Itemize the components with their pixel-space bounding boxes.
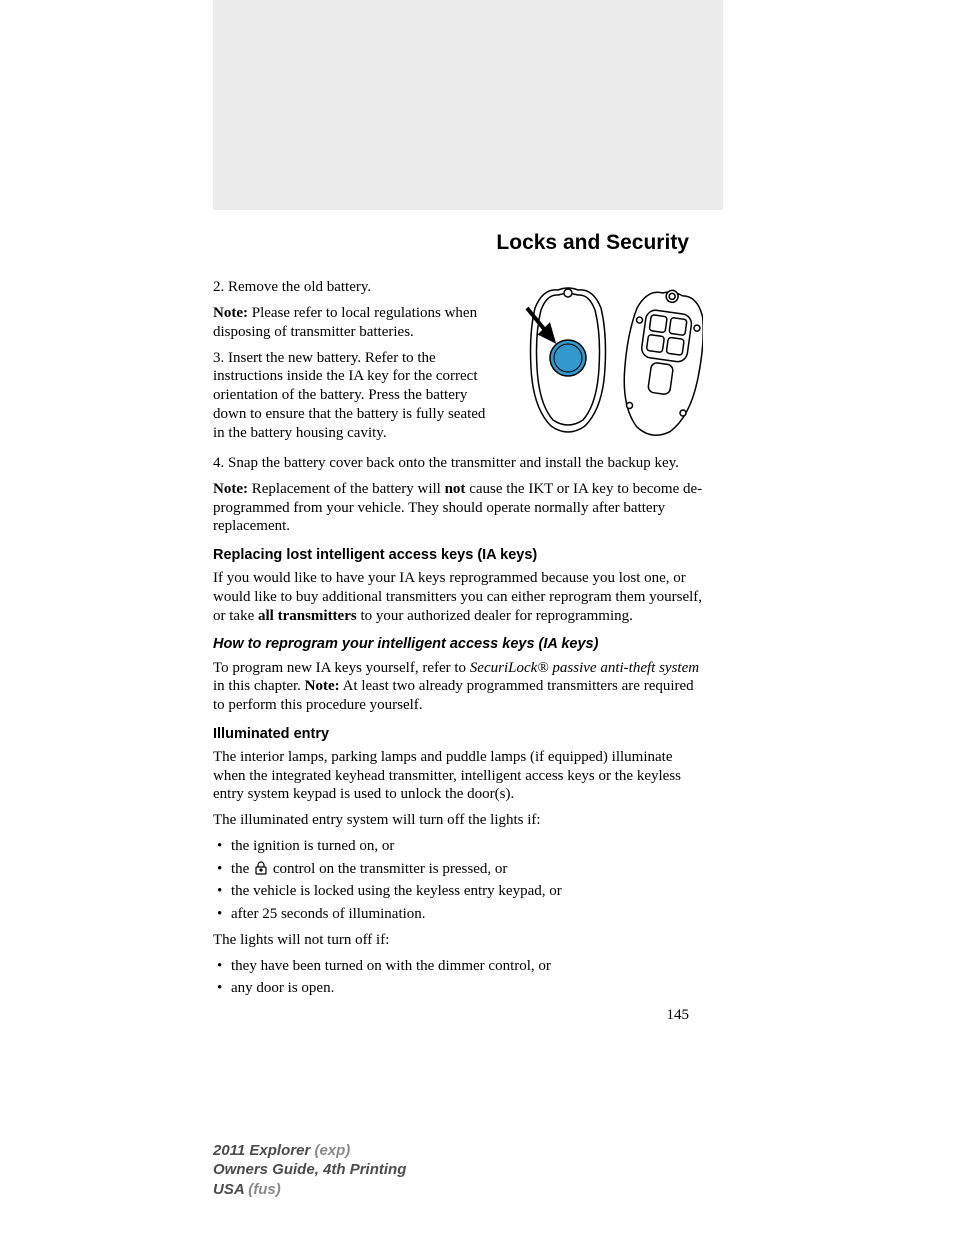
- howto-heading: How to reprogram your intelligent access…: [213, 635, 703, 653]
- page-number: 145: [213, 1006, 703, 1025]
- howto-paragraph: To program new IA keys yourself, refer t…: [213, 659, 703, 715]
- footer-line-1: 2011 Explorer (exp): [213, 1141, 406, 1161]
- replacing-paragraph: If you would like to have your IA keys r…: [213, 569, 703, 625]
- illum-p2: The illuminated entry system will turn o…: [213, 811, 703, 830]
- list-item: they have been turned on with the dimmer…: [213, 957, 703, 976]
- footer-line-2: Owners Guide, 4th Printing: [213, 1160, 406, 1180]
- list-item: the ignition is turned on, or: [213, 837, 703, 856]
- footer-block: 2011 Explorer (exp) Owners Guide, 4th Pr…: [213, 1141, 406, 1200]
- page-content: Locks and Security 2. Remove the old bat…: [213, 230, 703, 1025]
- list-item: after 25 seconds of illumination.: [213, 905, 703, 924]
- replacing-heading: Replacing lost intelligent access keys (…: [213, 546, 703, 564]
- illuminated-heading: Illuminated entry: [213, 725, 703, 743]
- lock-icon: [253, 861, 269, 875]
- section-title: Locks and Security: [213, 230, 703, 256]
- list-item: any door is open.: [213, 979, 703, 998]
- footer-line-3: USA (fus): [213, 1180, 406, 1200]
- list-item: the vehicle is locked using the keyless …: [213, 882, 703, 901]
- lights-stay-list: they have been turned on with the dimmer…: [213, 957, 703, 999]
- list-item: the control on the transmitter is presse…: [213, 860, 703, 879]
- step-4: 4. Snap the battery cover back onto the …: [213, 454, 703, 473]
- gray-header-block: [213, 0, 723, 210]
- illum-p3: The lights will not turn off if:: [213, 931, 703, 950]
- note-1: Note: Please refer to local regulations …: [213, 304, 499, 342]
- lights-off-list: the ignition is turned on, or the contro…: [213, 837, 703, 924]
- battery-text-column: 2. Remove the old battery. Note: Please …: [213, 278, 499, 454]
- step-2: 2. Remove the old battery.: [213, 278, 499, 297]
- note-2: Note: Replacement of the battery will no…: [213, 480, 703, 536]
- step-3: 3. Insert the new battery. Refer to the …: [213, 349, 499, 443]
- illum-p1: The interior lamps, parking lamps and pu…: [213, 748, 703, 804]
- key-fob-diagram: [513, 278, 703, 454]
- battery-instruction-row: 2. Remove the old battery. Note: Please …: [213, 278, 703, 454]
